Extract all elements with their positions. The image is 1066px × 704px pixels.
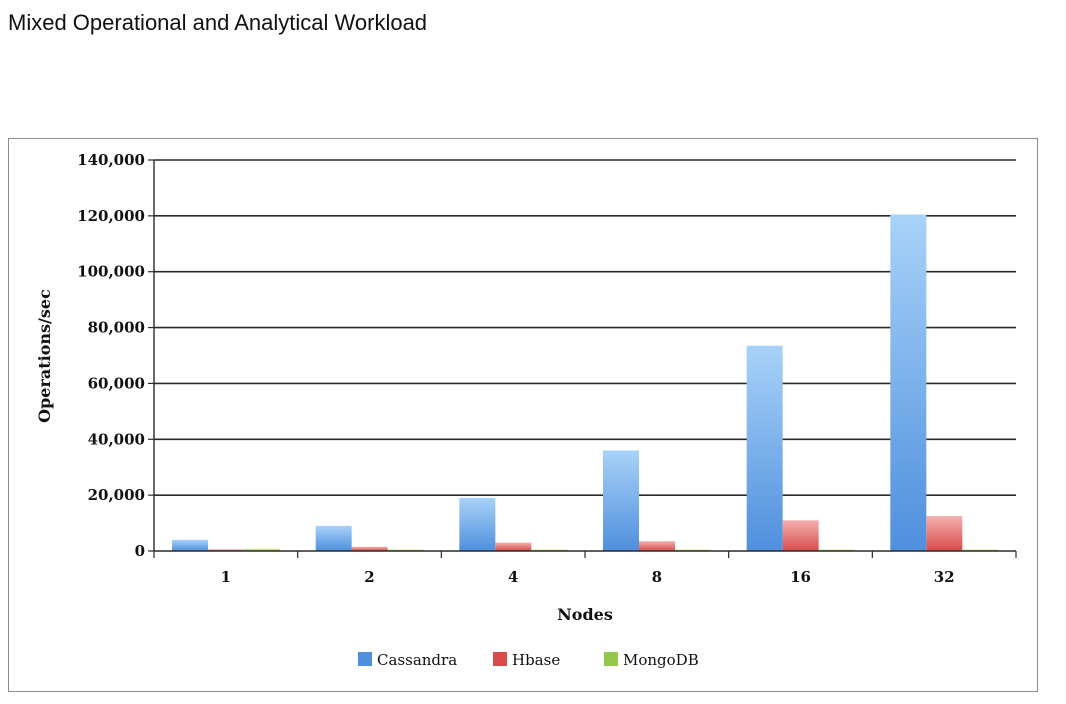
- legend-label: Cassandra: [377, 651, 457, 669]
- legend-item-hbase: Hbase: [493, 651, 560, 669]
- y-axis-title: Operations/sec: [35, 289, 54, 423]
- bar-hbase-16: [782, 520, 819, 551]
- x-tick-label: 4: [508, 568, 518, 586]
- bar-hbase-4: [495, 542, 532, 551]
- bar-cassandra-8: [603, 450, 639, 551]
- bar-cassandra-2: [315, 525, 352, 551]
- y-tick-labels: 0 20,000 40,000 60,000 80,000 100,000 120,000 1…: [77, 151, 145, 560]
- y-tick-label: 60,000: [88, 374, 145, 392]
- x-tick-label: 1: [221, 568, 231, 586]
- y-tick-label: 140,000: [77, 151, 145, 169]
- x-tick-labels: 1 2 4 8 16 32: [221, 568, 955, 586]
- chart-frame: [8, 138, 1038, 692]
- y-tick-label: 20,000: [88, 486, 145, 504]
- legend-swatch: [358, 652, 372, 666]
- x-tick-label: 8: [652, 568, 662, 586]
- legend-swatch: [493, 652, 507, 666]
- bar-hbase-32: [926, 516, 963, 551]
- y-tick-label: 80,000: [88, 319, 145, 337]
- bar-cassandra-4: [459, 497, 496, 551]
- bar-hbase-1: [208, 549, 244, 551]
- bar-mongodb-1: [244, 548, 280, 551]
- y-tick-label: 120,000: [77, 207, 145, 225]
- gridlines: [154, 159, 1016, 496]
- bar-hbase-8: [639, 541, 675, 551]
- bar-cassandra-1: [172, 539, 208, 551]
- x-axis-title: Nodes: [557, 605, 613, 624]
- legend-label: MongoDB: [623, 651, 699, 669]
- x-tick-label: 32: [934, 568, 955, 586]
- legend-label: Hbase: [512, 651, 560, 669]
- y-tick-label: 100,000: [77, 263, 145, 281]
- x-tick-label: 2: [364, 568, 374, 586]
- axes: [148, 159, 1017, 558]
- page-title: Mixed Operational and Analytical Workloa…: [8, 10, 428, 35]
- y-tick-label: 40,000: [88, 430, 145, 448]
- x-tick-label: 16: [790, 568, 811, 586]
- bar-cassandra-32: [890, 214, 927, 552]
- legend-swatch: [604, 652, 618, 666]
- bar-cassandra-16: [746, 345, 783, 551]
- y-tick-label: 0: [135, 542, 145, 560]
- legend: Cassandra Hbase MongoDB: [358, 651, 699, 669]
- bar-hbase-2: [351, 546, 388, 551]
- legend-item-cassandra: Cassandra: [358, 651, 457, 669]
- legend-item-mongodb: MongoDB: [604, 651, 699, 669]
